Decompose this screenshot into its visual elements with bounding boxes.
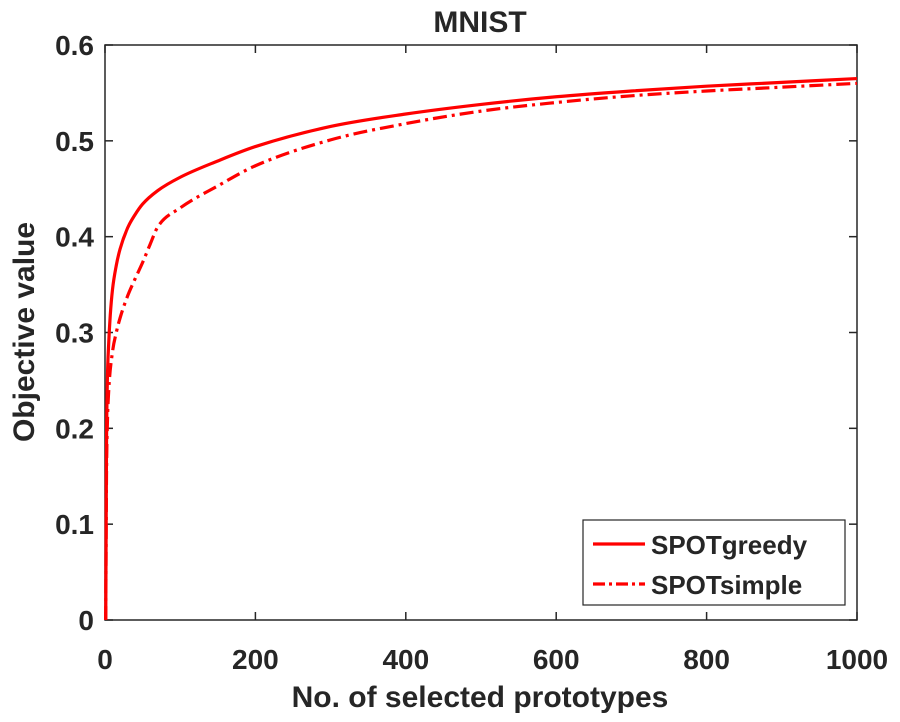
axes: 0 200 400 600 800 1000 0 0.1 0.2 0.3 0.4 0.5 0.6 [55, 30, 888, 675]
legend-label: SPOTgreedy [651, 530, 808, 560]
x-axis-label: No. of selected prototypes [292, 681, 669, 714]
y-axis-label: Objective value [8, 222, 41, 442]
y-tick-label: 0 [78, 605, 94, 636]
series-line-spotsimple [104, 81, 858, 621]
x-tick-label: 0 [97, 644, 113, 675]
legend-box [582, 519, 846, 606]
chart-title: MNIST [433, 6, 526, 39]
y-tick-label: 0.2 [55, 413, 94, 444]
y-tick-label: 0.1 [55, 509, 94, 540]
legend: SPOTgreedy SPOTsimple [582, 519, 846, 606]
y-tick-label: 0.6 [55, 30, 94, 61]
x-tick-label: 800 [683, 644, 730, 675]
x-tick-label: 400 [382, 644, 429, 675]
legend-label: SPOTsimple [651, 570, 802, 600]
x-tick-label: 200 [232, 644, 279, 675]
series-line-spotgreedy [104, 76, 858, 621]
x-tick-label: 600 [533, 644, 580, 675]
plot-lines [104, 76, 858, 621]
y-tick-label: 0.3 [55, 318, 94, 349]
y-tick-label: 0.4 [55, 222, 94, 253]
x-tick-label: 1000 [826, 644, 888, 675]
y-tick-label: 0.5 [55, 126, 94, 157]
